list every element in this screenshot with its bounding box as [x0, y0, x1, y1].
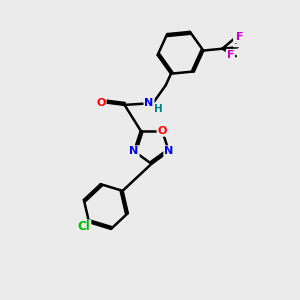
Text: N: N	[164, 146, 173, 156]
Text: H: H	[154, 104, 163, 114]
Text: Cl: Cl	[78, 220, 90, 233]
Text: F: F	[227, 50, 234, 60]
Text: N: N	[130, 146, 139, 156]
Text: O: O	[158, 126, 167, 136]
Text: F: F	[234, 36, 242, 46]
Text: O: O	[96, 98, 106, 107]
Text: N: N	[144, 98, 154, 108]
Text: F: F	[236, 32, 243, 42]
